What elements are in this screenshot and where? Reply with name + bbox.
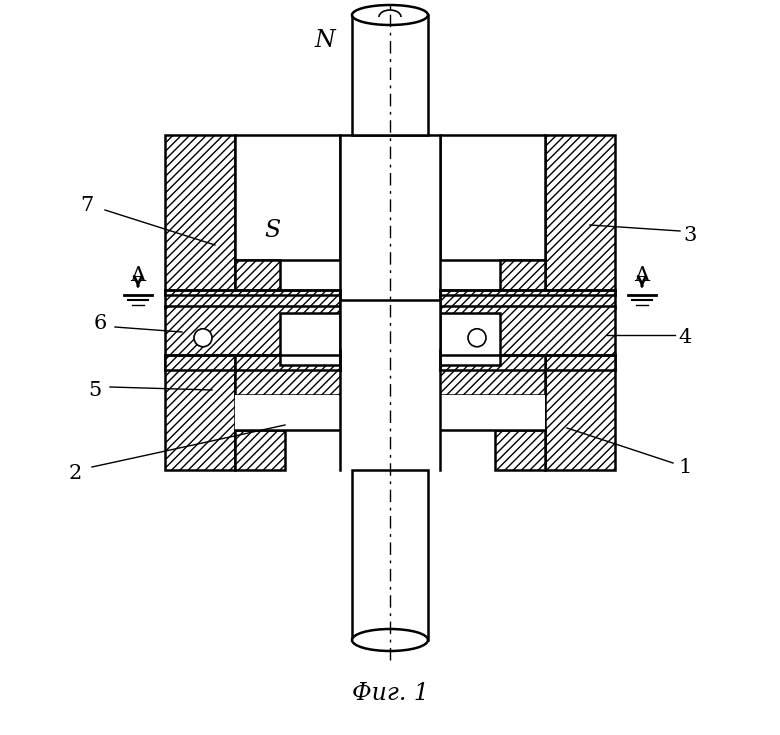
Bar bbox=[340, 288, 440, 372]
Text: 4: 4 bbox=[679, 328, 692, 346]
Bar bbox=[340, 135, 440, 300]
Bar bbox=[440, 135, 545, 260]
Bar bbox=[165, 135, 235, 295]
Text: A: A bbox=[130, 265, 146, 284]
Bar bbox=[440, 306, 615, 370]
Bar bbox=[352, 15, 428, 135]
Text: 7: 7 bbox=[80, 196, 94, 215]
Circle shape bbox=[194, 329, 212, 347]
Text: A: A bbox=[634, 265, 650, 284]
Text: 3: 3 bbox=[683, 226, 697, 245]
Bar bbox=[545, 135, 615, 295]
Bar bbox=[280, 313, 340, 365]
Bar bbox=[235, 260, 280, 295]
Bar bbox=[495, 430, 545, 470]
Bar bbox=[440, 290, 615, 308]
Text: N: N bbox=[314, 29, 335, 51]
Text: 6: 6 bbox=[94, 314, 107, 332]
Bar bbox=[235, 430, 285, 470]
Bar bbox=[235, 135, 340, 260]
Bar bbox=[165, 290, 340, 308]
Text: 1: 1 bbox=[679, 457, 692, 476]
Bar bbox=[545, 355, 615, 470]
Bar bbox=[235, 395, 365, 430]
Text: Фиг. 1: Фиг. 1 bbox=[352, 681, 428, 705]
Bar bbox=[500, 260, 545, 295]
Text: 2: 2 bbox=[69, 464, 82, 482]
Ellipse shape bbox=[352, 629, 428, 651]
Text: S: S bbox=[264, 218, 280, 242]
Bar bbox=[340, 353, 440, 472]
Bar bbox=[165, 355, 235, 470]
Bar bbox=[415, 355, 545, 395]
Bar bbox=[415, 395, 545, 430]
Bar bbox=[352, 470, 428, 640]
Bar bbox=[165, 306, 340, 370]
Circle shape bbox=[468, 329, 486, 347]
Ellipse shape bbox=[352, 5, 428, 25]
Bar bbox=[235, 355, 365, 395]
Bar bbox=[440, 313, 500, 365]
Text: 5: 5 bbox=[88, 381, 101, 400]
